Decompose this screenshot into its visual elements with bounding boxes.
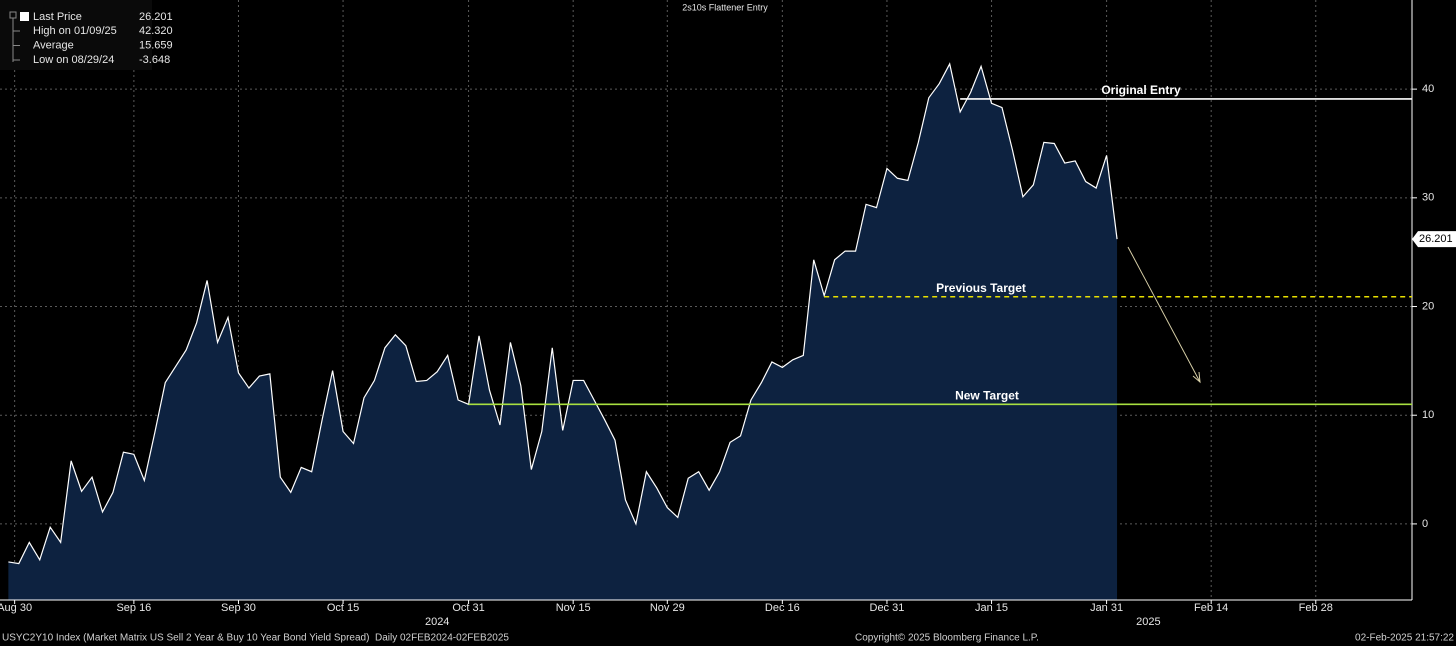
- footer-right: 02-Feb-2025 21:57:22: [1355, 633, 1454, 644]
- level-label: Original Entry: [1101, 83, 1181, 97]
- x-tick-label: Dec 16: [765, 602, 800, 614]
- legend-label: Low on 08/29/24: [33, 54, 114, 66]
- y-tick-label: 10: [1422, 409, 1434, 421]
- legend-label: High on 01/09/25: [33, 25, 117, 37]
- legend: Last Price 26.201 High on 01/09/25 42.320…: [0, 0, 173, 70]
- level-label: New Target: [955, 389, 1019, 403]
- x-tick-label: Jan 15: [975, 602, 1008, 614]
- legend-label: Average: [33, 39, 74, 51]
- x-tick-label: Oct 31: [452, 602, 484, 614]
- legend-value: -3.648: [139, 54, 170, 66]
- y-tick-label: 20: [1422, 300, 1434, 312]
- x-tick-label: Sep 16: [116, 602, 151, 614]
- legend-value: 42.320: [139, 25, 173, 37]
- price-tag-label: 26.201: [1419, 233, 1453, 245]
- y-tick-label: 0: [1422, 518, 1428, 530]
- legend-label: Last Price: [33, 11, 82, 23]
- year-label: 2025: [1136, 616, 1160, 628]
- level-label: Previous Target: [936, 281, 1026, 295]
- x-tick-label: Nov 29: [650, 602, 685, 614]
- price-tag: [1412, 231, 1456, 248]
- y-tick-label: 30: [1422, 192, 1434, 204]
- legend-value: 15.659: [139, 39, 173, 51]
- legend-box: [0, 0, 152, 70]
- x-tick-label: Dec 31: [870, 602, 905, 614]
- arrow-head: [1192, 371, 1201, 384]
- area-fill: [8, 63, 1118, 601]
- legend-value: 26.201: [139, 11, 173, 23]
- y-tick-label: 40: [1422, 83, 1434, 95]
- x-tick-label: Aug 30: [0, 602, 32, 614]
- x-tick-label: Sep 30: [221, 602, 256, 614]
- x-tick-label: Feb 14: [1194, 602, 1228, 614]
- price-line: [8, 62, 1118, 565]
- footer-center: Copyright© 2025 Bloomberg Finance L.P.: [855, 633, 1039, 644]
- x-tick-label: Feb 28: [1299, 602, 1333, 614]
- x-tick-label: Oct 15: [327, 602, 359, 614]
- arrow: [1127, 246, 1201, 383]
- chart-title: 2s10s Flattener Entry: [682, 2, 768, 12]
- x-tick-label: Jan 31: [1090, 602, 1123, 614]
- x-tick-label: Nov 15: [556, 602, 591, 614]
- plot: [8, 62, 1118, 601]
- legend-swatch: [20, 12, 29, 21]
- footer-left: USYC2Y10 Index (Market Matrix US Sell 2 …: [2, 633, 509, 644]
- year-label: 2024: [425, 616, 449, 628]
